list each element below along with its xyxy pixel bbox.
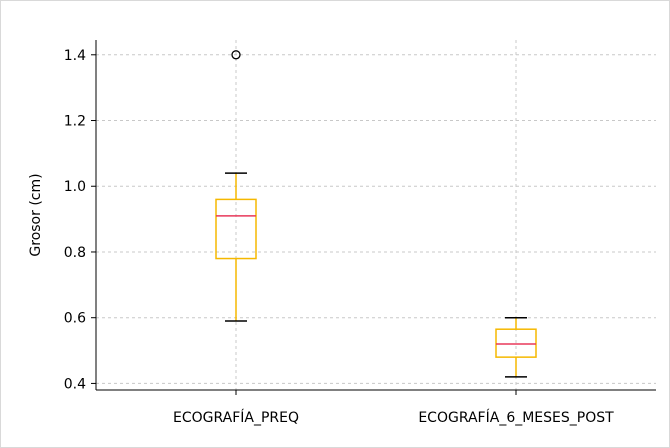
x-axis-ticks: ECOGRAFÍA_PREQ ECOGRAFÍA_6_MESES_POST: [173, 390, 614, 426]
y-tick-label-0: 0.4: [64, 376, 86, 392]
x-category-label-1: ECOGRAFÍA_6_MESES_POST: [418, 409, 614, 426]
y-tick-label-2: 0.8: [64, 245, 86, 261]
y-tick-label-3: 1.0: [64, 179, 86, 195]
box-group-0: [215, 50, 257, 322]
y-axis-label: Grosor (cm): [28, 173, 44, 256]
box-iqr-0: [215, 198, 257, 260]
box-group-1: [495, 316, 537, 378]
boxes: [215, 50, 537, 378]
grid-lines: [96, 40, 656, 390]
y-tick-label-4: 1.2: [64, 114, 86, 130]
box-iqr-1: [495, 328, 537, 358]
y-axis-ticks: 0.4 0.6 0.8 1.0 1.2 1.4: [64, 48, 96, 392]
y-tick-label-5: 1.4: [64, 48, 86, 64]
x-category-label-0: ECOGRAFÍA_PREQ: [173, 409, 299, 426]
outlier-point-0-0: [231, 50, 241, 60]
y-tick-label-1: 0.6: [64, 311, 86, 327]
